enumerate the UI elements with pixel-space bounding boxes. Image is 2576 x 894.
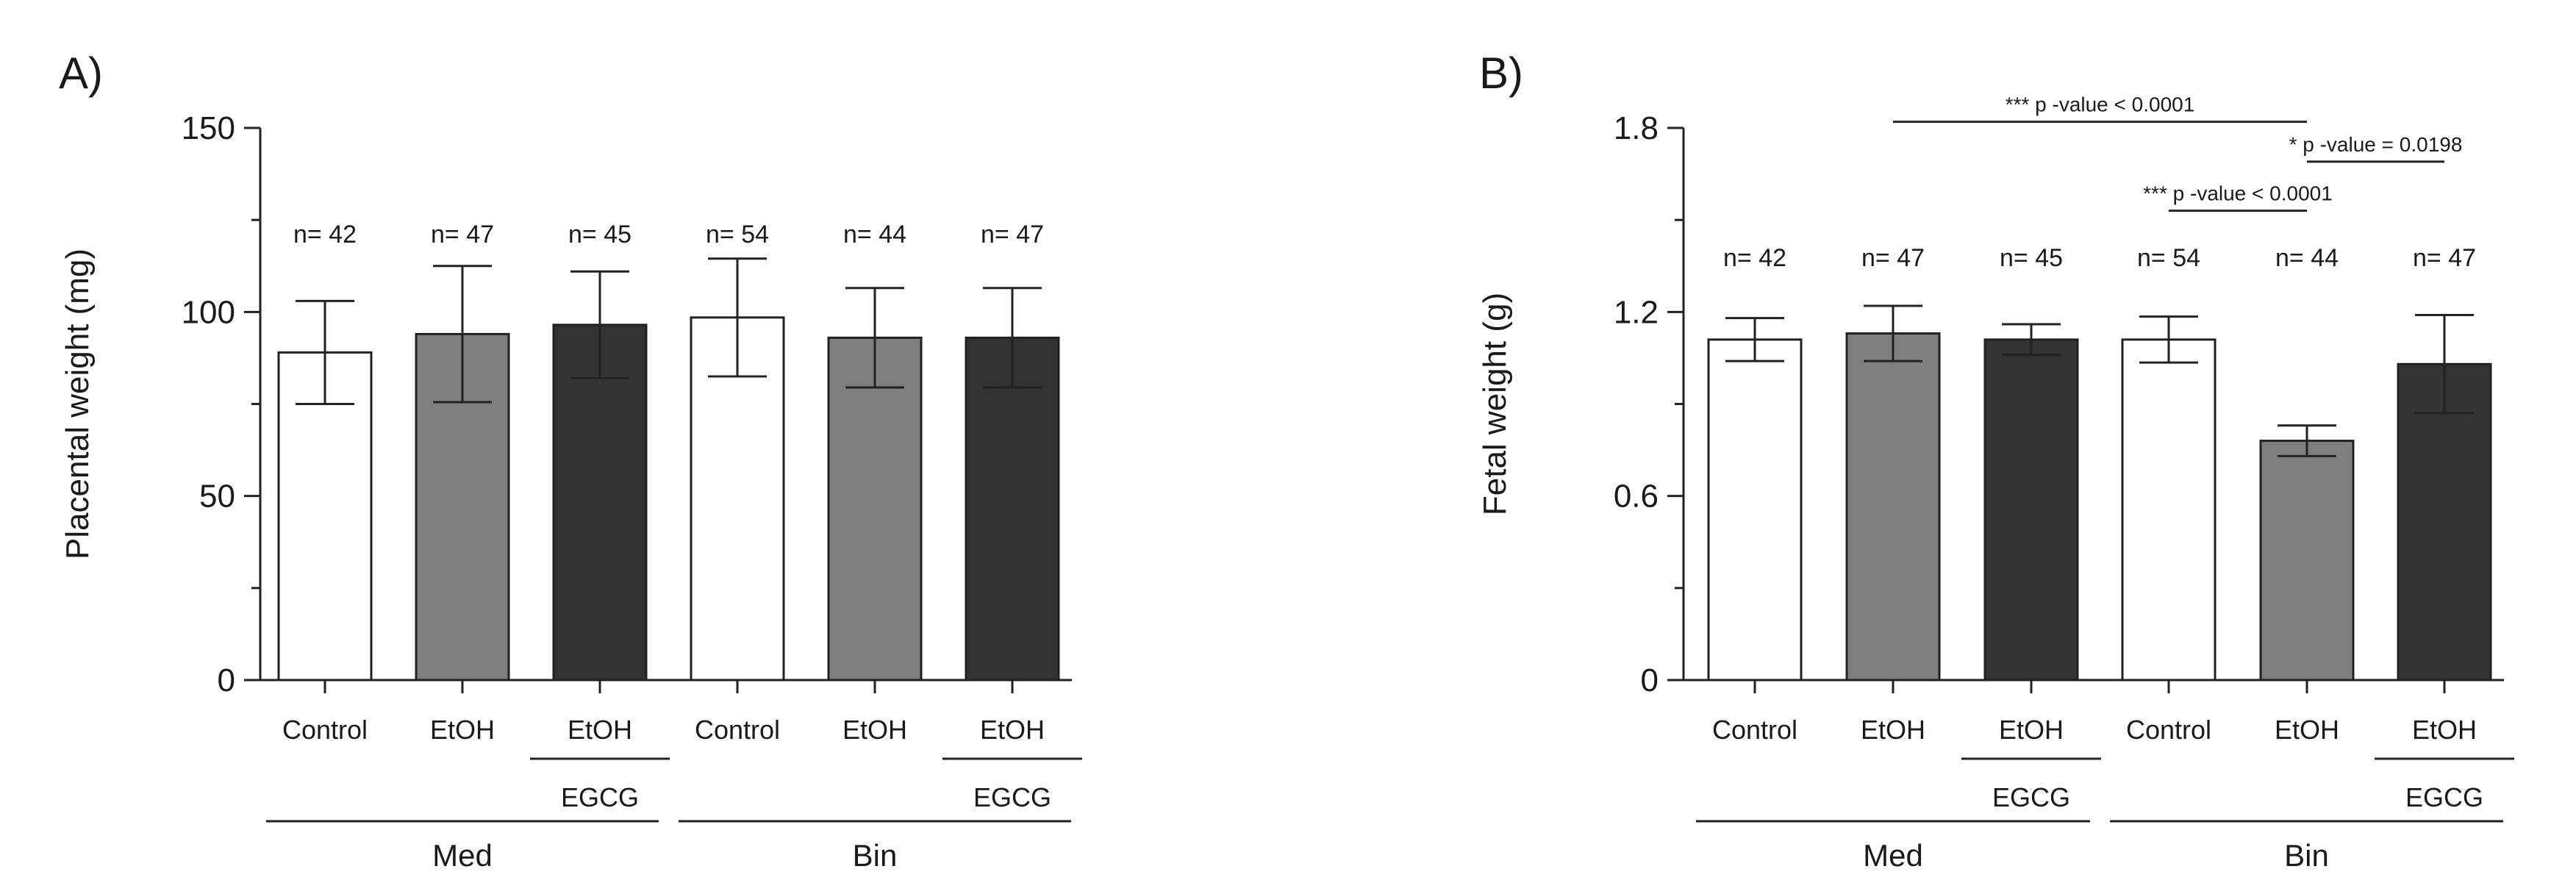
n-label: n= 54 — [706, 221, 769, 248]
category-label: Control — [282, 715, 368, 745]
y-tick-label: 0 — [218, 662, 235, 698]
panel-label: A) — [59, 49, 103, 98]
n-label: n= 42 — [293, 221, 357, 248]
n-label: n= 47 — [1861, 244, 1925, 272]
y-axis-label: Placental weight (mg) — [60, 248, 96, 559]
category-label: EtOH — [842, 715, 907, 745]
category-label: EtOH — [2412, 715, 2477, 745]
category-label: Control — [1712, 715, 1797, 745]
n-label: n= 44 — [843, 221, 906, 248]
bar — [2121, 338, 2217, 682]
bar — [2259, 440, 2355, 682]
significance-label: *** p -value < 0.0001 — [2006, 93, 2195, 116]
category-label: EtOH — [1861, 715, 1925, 745]
y-tick-label: 100 — [182, 294, 235, 330]
bar — [1845, 332, 1941, 682]
category-label: Control — [695, 715, 780, 745]
egcg-label: EGCG — [2405, 782, 2483, 812]
y-tick-label: 150 — [182, 110, 235, 146]
bar — [552, 323, 648, 682]
panel-label: B) — [1479, 49, 1523, 98]
bar — [277, 351, 373, 682]
category-label: EtOH — [2275, 715, 2339, 745]
n-label: n= 47 — [431, 221, 494, 248]
y-tick-label: 0.6 — [1614, 479, 1659, 515]
category-label: EtOH — [1999, 715, 2064, 745]
egcg-label: EGCG — [561, 782, 639, 812]
egcg-label: EGCG — [973, 782, 1051, 812]
n-label: n= 54 — [2137, 244, 2200, 272]
y-tick-label: 1.2 — [1614, 294, 1659, 330]
n-label: n= 44 — [2275, 244, 2339, 272]
y-tick-label: 50 — [199, 479, 235, 515]
bar — [1707, 338, 1803, 682]
panel-b: B) 0 0.6 1.2 1.8 Fetal weight (g) n= 42 Control… — [1477, 49, 2514, 873]
n-label: n= 47 — [2413, 244, 2476, 272]
group-label: Bin — [853, 838, 898, 873]
y-tick-label: 1.8 — [1614, 110, 1659, 146]
panel-a: A) 0 50 100 150 Placental weight (mg) n= 42 Con… — [59, 49, 1082, 873]
bar — [827, 336, 923, 682]
n-label: n= 42 — [1723, 244, 1786, 272]
bar — [965, 336, 1060, 682]
group-label: Med — [1863, 838, 1923, 873]
category-label: EtOH — [980, 715, 1045, 745]
y-axis-label: Fetal weight (g) — [1477, 293, 1513, 515]
n-label: n= 47 — [981, 221, 1044, 248]
bar — [1983, 338, 2079, 682]
significance-label: * p -value = 0.0198 — [2289, 133, 2463, 156]
group-label: Med — [432, 838, 493, 873]
group-label: Bin — [2284, 838, 2329, 873]
n-label: n= 45 — [568, 221, 632, 248]
category-label: Control — [2126, 715, 2211, 745]
significance-label: *** p -value < 0.0001 — [2143, 182, 2333, 205]
egcg-label: EGCG — [1992, 782, 2070, 812]
y-tick-label: 0 — [1641, 662, 1659, 698]
category-label: EtOH — [568, 715, 632, 745]
category-label: EtOH — [430, 715, 495, 745]
n-label: n= 45 — [2000, 244, 2063, 272]
